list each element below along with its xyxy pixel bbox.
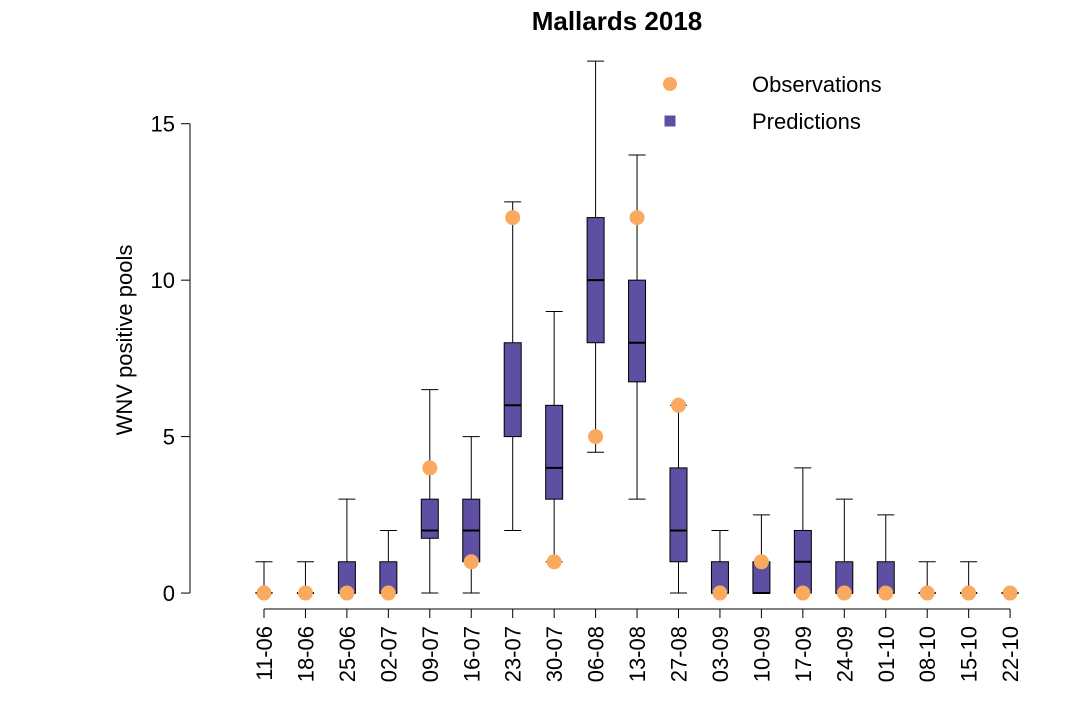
x-tick-label: 25-06 [335,626,360,682]
x-tick-label: 16-07 [459,626,484,682]
box-iqr [628,279,647,383]
observation-point [836,585,852,601]
prediction-box [710,529,729,595]
legend-predictions-marker [664,115,676,127]
x-tick-label: 27-08 [667,626,692,682]
x-tick-label: 15-10 [957,626,982,682]
observation-point [297,585,313,601]
prediction-box [462,436,481,594]
prediction-box [379,529,398,595]
prediction-box [752,514,771,595]
x-tick-label: 18-06 [293,626,318,682]
observation-point [878,585,894,601]
observation-point [629,210,645,226]
legend-label: Predictions [752,109,861,134]
prediction-box [669,404,688,594]
x-tick-label: 03-09 [708,626,733,682]
x-tick-label: 01-10 [874,626,899,682]
legend-label: Observations [752,72,882,97]
legend: Observations Predictions [663,72,882,134]
observation-point [795,585,811,601]
y-tick-label: 10 [151,268,175,293]
legend-observations-marker [663,77,677,91]
observation-points [256,210,1018,601]
prediction-box [420,389,439,594]
x-tick-label: 13-08 [625,626,650,682]
x-tick-label: 10-09 [749,626,774,682]
x-tick-label: 02-07 [376,626,401,682]
observation-point [256,585,272,601]
x-axis: 11-06 18-06 25-06 02-07 09-07 16-07 23-07 30-07… [252,608,1023,682]
prediction-box [628,154,647,500]
observation-point [339,585,355,601]
y-axis: 0 5 10 15 [151,112,191,606]
x-tick-label: 23-07 [501,626,526,682]
box-iqr [669,467,688,563]
chart-title: Mallards 2018 [532,6,703,36]
x-tick-label: 11-06 [252,626,277,681]
y-tick-label: 0 [163,581,175,606]
observation-point [919,585,935,601]
prediction-box [793,467,812,594]
observation-point [1002,585,1018,601]
observation-point [463,554,479,570]
x-tick-label: 09-07 [418,626,443,682]
observation-point [753,554,769,570]
prediction-box [545,310,564,563]
prediction-box [876,514,895,595]
prediction-box [586,60,605,453]
x-tick-label: 22-10 [998,626,1023,682]
y-tick-label: 15 [151,112,175,137]
x-tick-label: 08-10 [915,626,940,682]
box-iqr [420,498,439,539]
box-iqr [503,342,522,438]
prediction-box [503,201,522,531]
observation-point [505,210,521,226]
observation-point [422,460,438,476]
observation-point [671,397,686,413]
observation-point [380,585,396,601]
x-tick-label: 30-07 [542,626,567,682]
x-tick-label: 24-09 [832,626,857,682]
observation-point [961,585,977,601]
x-tick-label: 17-09 [791,626,816,682]
prediction-box [337,498,356,595]
prediction-boxes [255,60,1019,595]
y-tick-label: 5 [163,425,175,450]
observation-point [712,585,728,601]
box-iqr [545,404,564,500]
x-tick-label: 06-08 [584,626,609,682]
observation-point [546,554,562,570]
observation-point [588,429,604,445]
y-axis-label: WNV positive pools [112,245,137,436]
prediction-box [835,498,854,595]
